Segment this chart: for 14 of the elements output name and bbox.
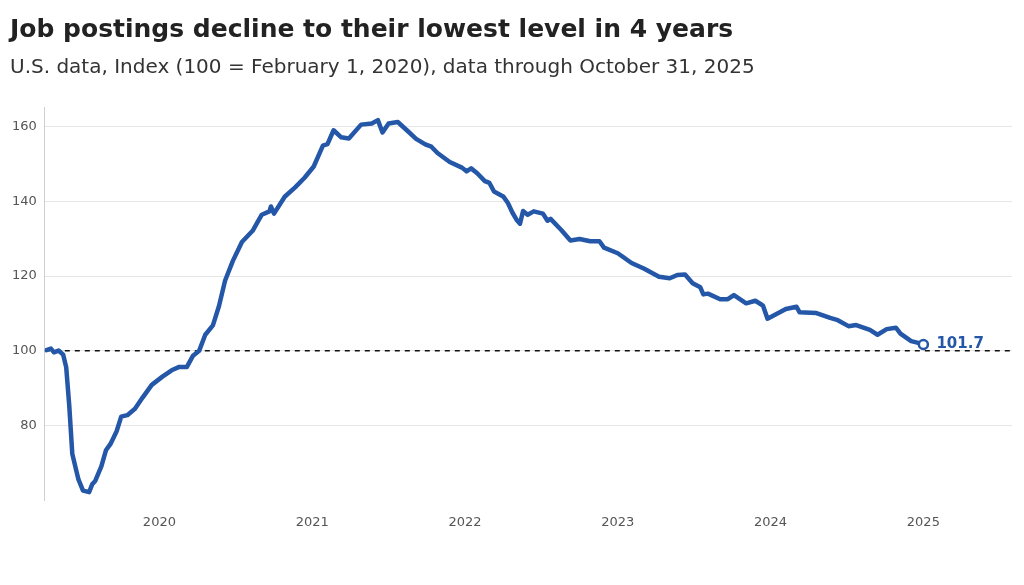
x-tick-label: 2025 xyxy=(906,513,940,529)
y-tick-label: 80 xyxy=(20,416,37,432)
x-tick-label: 2022 xyxy=(448,513,482,529)
y-tick-label: 140 xyxy=(11,192,37,208)
x-tick-label: 2023 xyxy=(601,513,635,529)
y-tick-label: 160 xyxy=(11,117,37,133)
x-tick-label: 2020 xyxy=(142,513,176,529)
x-tick-label: 2021 xyxy=(295,513,329,529)
y-tick-label: 120 xyxy=(11,267,37,283)
chart-subtitle: U.S. data, Index (100 = February 1, 2020), data through October 31, 2025 xyxy=(10,54,755,78)
annotation: 101.7 xyxy=(936,334,984,353)
y-tick-label: 100 xyxy=(11,342,37,358)
x-tick-label: 2024 xyxy=(754,513,788,529)
chart-title: Job postings decline to their lowest level in 4 years xyxy=(10,14,734,43)
